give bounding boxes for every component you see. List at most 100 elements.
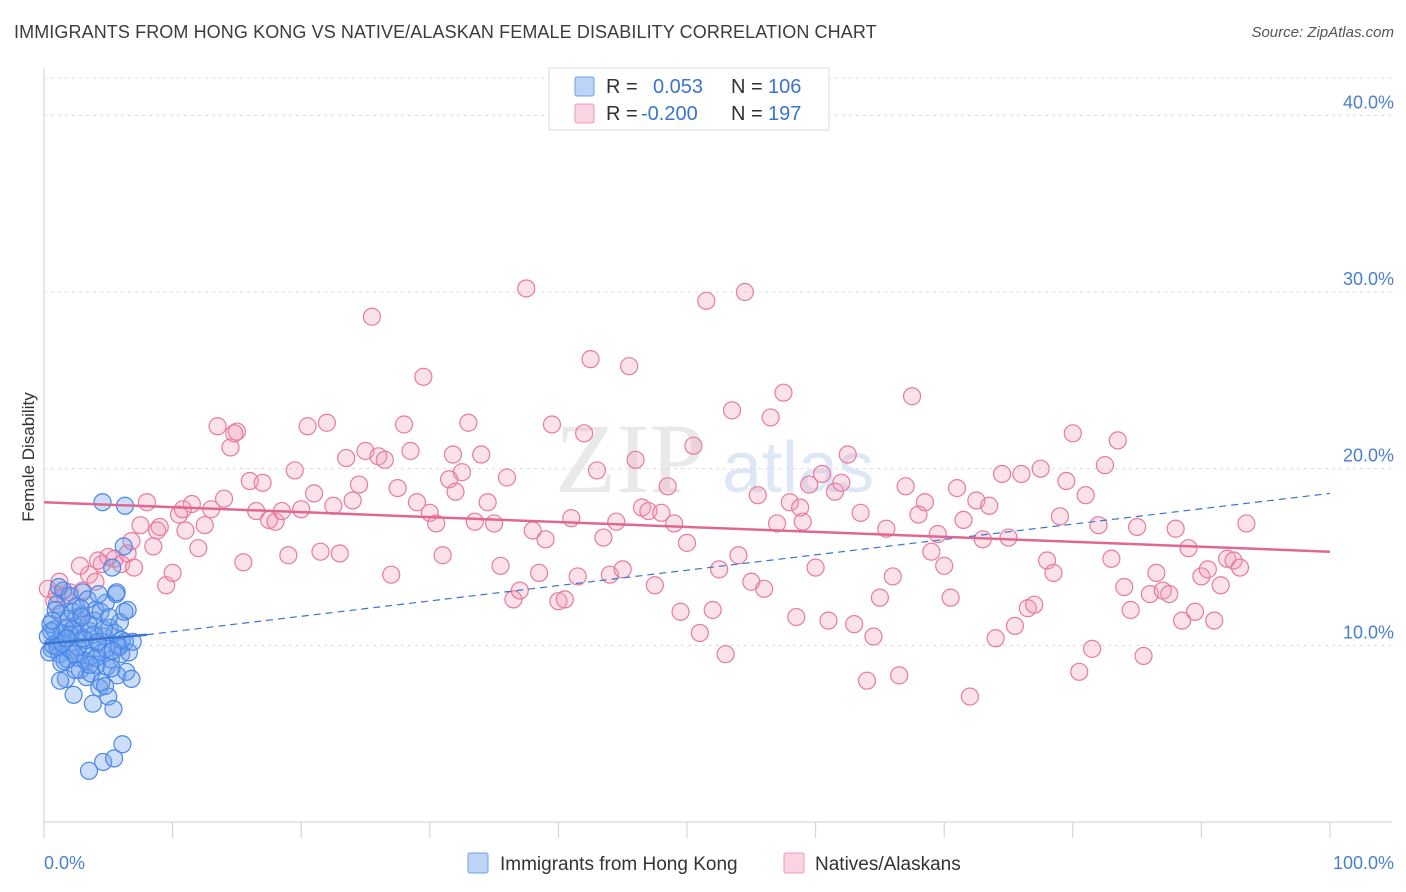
natives-point	[581, 350, 600, 369]
natives-point	[999, 528, 1018, 547]
natives-point	[452, 463, 472, 482]
natives-point	[870, 588, 890, 607]
natives-point	[902, 387, 922, 406]
natives-point	[549, 592, 568, 611]
natives-point	[806, 558, 825, 577]
natives-point	[517, 279, 536, 298]
natives-point	[1108, 431, 1127, 450]
natives-point	[433, 546, 452, 565]
natives-point	[851, 503, 870, 522]
natives-point	[1237, 514, 1256, 533]
natives-point	[388, 479, 407, 498]
natives-point	[1185, 602, 1205, 621]
legend-r-value-blue: 0.053	[653, 76, 703, 98]
natives-point	[767, 514, 787, 533]
natives-point	[1063, 424, 1082, 443]
natives-point	[684, 436, 703, 455]
stats-legend-box	[548, 67, 830, 131]
natives-point	[208, 417, 227, 436]
hong-kong-point	[104, 749, 124, 768]
natives-point	[1127, 517, 1147, 537]
natives-point	[562, 509, 581, 528]
natives-point	[324, 496, 343, 515]
hong-kong-point	[102, 659, 121, 678]
natives-point	[845, 615, 864, 634]
natives-point	[266, 512, 285, 531]
natives-point	[382, 565, 401, 584]
natives-point	[491, 556, 510, 575]
source-credit: Source: ZipAtlas.com	[1251, 24, 1394, 41]
natives-point	[677, 533, 697, 552]
natives-point	[1005, 616, 1025, 636]
legend-n-value-pink: 197	[768, 103, 801, 125]
natives-point	[568, 567, 587, 586]
natives-point	[1057, 471, 1076, 491]
natives-point	[716, 645, 735, 664]
hong-kong-point	[103, 558, 122, 577]
natives-point	[131, 516, 150, 535]
hong-kong-trend-dashed	[146, 492, 1331, 636]
natives-point	[947, 479, 967, 498]
natives-point	[253, 473, 272, 492]
natives-point	[173, 500, 192, 519]
hong-kong-point	[118, 600, 137, 620]
natives-point	[330, 544, 349, 563]
natives-point	[1224, 551, 1243, 570]
natives-point	[497, 468, 517, 487]
natives-point	[780, 493, 799, 512]
bottom-legend-swatch-pink	[783, 852, 805, 874]
natives-point	[337, 448, 356, 468]
legend-r-label-blue: R =	[606, 76, 638, 98]
natives-point	[394, 415, 414, 434]
axes	[43, 68, 1392, 838]
natives-point	[812, 464, 832, 484]
natives-point	[1192, 567, 1211, 586]
natives-point	[536, 530, 555, 549]
natives-point	[1134, 646, 1153, 666]
natives-point	[755, 579, 774, 598]
natives-point	[748, 486, 767, 505]
natives-point	[362, 307, 382, 326]
natives-point	[414, 367, 433, 386]
natives-point	[225, 424, 244, 443]
natives-point	[485, 514, 504, 533]
natives-point	[710, 560, 729, 579]
natives-point	[864, 627, 883, 646]
hong-kong-point	[95, 676, 115, 696]
natives-point	[703, 600, 722, 620]
natives-point	[148, 521, 167, 540]
natives-point	[478, 493, 497, 512]
natives-point	[1160, 584, 1179, 604]
natives-point	[877, 519, 896, 538]
natives-point	[883, 567, 902, 586]
natives-point	[1044, 563, 1063, 583]
natives-point	[915, 493, 935, 512]
natives-point	[144, 537, 163, 556]
natives-point	[620, 357, 639, 376]
natives-point	[626, 450, 645, 469]
natives-point	[1050, 507, 1070, 526]
natives-point	[375, 450, 394, 469]
y-tick-label: 40.0%	[1343, 92, 1394, 112]
x-tick-min: 0.0%	[44, 853, 85, 873]
natives-point	[1089, 516, 1108, 535]
hong-kong-point	[52, 653, 71, 673]
natives-point	[928, 524, 947, 544]
natives-point	[1230, 558, 1250, 577]
natives-point	[459, 413, 478, 432]
natives-point	[1147, 563, 1166, 583]
natives-point	[800, 475, 819, 494]
natives-point	[465, 512, 484, 531]
legend-swatch-pink	[574, 103, 595, 124]
hong-kong-point	[79, 761, 99, 780]
y-tick-label: 30.0%	[1343, 269, 1394, 289]
natives-point	[791, 498, 810, 517]
natives-series	[38, 279, 1256, 706]
hong-kong-point	[80, 655, 99, 674]
natives-point	[1012, 464, 1031, 484]
natives-point	[234, 553, 253, 572]
natives-point	[671, 602, 690, 621]
natives-point	[890, 666, 909, 685]
watermark-atlas: atlas	[722, 428, 874, 508]
natives-point	[793, 512, 812, 531]
